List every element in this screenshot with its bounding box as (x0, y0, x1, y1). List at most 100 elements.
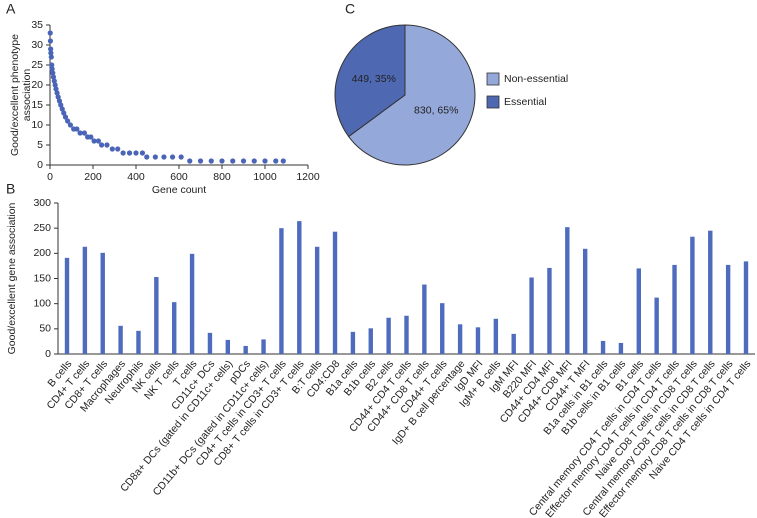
bar (457, 324, 463, 354)
x-tick-label: 0 (47, 171, 53, 183)
panel-letter: C (345, 1, 355, 17)
bar (64, 257, 70, 354)
bar (743, 261, 749, 354)
legend-label: Essential (504, 96, 547, 108)
y-tick-label: 250 (33, 222, 51, 234)
y-tick-label: 100 (33, 297, 51, 309)
point (54, 90, 60, 96)
legend-swatch (486, 95, 500, 109)
y-tick-label: 25 (31, 59, 43, 71)
bar (440, 303, 445, 354)
point (58, 102, 64, 108)
point (50, 74, 57, 80)
bar (386, 317, 391, 354)
point (56, 98, 63, 104)
x-tick-label: 400 (127, 171, 145, 183)
bar (100, 252, 105, 354)
point (133, 150, 139, 156)
point (240, 158, 247, 164)
bar (582, 248, 588, 354)
x-tick-label: 600 (170, 171, 188, 183)
y-tick-label: 200 (33, 247, 51, 259)
point (251, 158, 257, 164)
panel-letter: B (6, 181, 15, 197)
x-tick-label: 800 (213, 171, 231, 183)
point (197, 158, 204, 164)
bar (636, 268, 641, 354)
bar (654, 297, 659, 354)
x-tick-label: 1200 (296, 171, 320, 183)
bar (529, 277, 534, 354)
pie-slice (334, 24, 406, 138)
bar (368, 328, 373, 354)
bar (600, 340, 606, 354)
point (126, 150, 133, 156)
y-tick-label: 5 (37, 139, 43, 151)
point (55, 94, 61, 100)
y-axis-label: Good/excellent gene association (6, 202, 18, 354)
point (178, 154, 184, 160)
point (49, 66, 55, 72)
point (262, 158, 268, 164)
y-axis-label: association (21, 69, 33, 122)
point (51, 78, 57, 84)
y-tick-label: 20 (31, 79, 43, 91)
bar (725, 264, 731, 354)
point (187, 158, 193, 164)
y-tick-label: 300 (33, 197, 51, 209)
bar (404, 315, 409, 354)
pie-slice (347, 24, 476, 166)
y-tick-label: 150 (33, 272, 51, 284)
legend-label: Non-essential (504, 73, 568, 85)
bar (297, 221, 302, 354)
point (48, 46, 54, 52)
bar (618, 342, 624, 354)
bar (547, 267, 552, 354)
y-tick-label: 15 (31, 99, 43, 111)
bar (154, 276, 159, 354)
point (52, 82, 58, 88)
point (139, 150, 146, 156)
point (230, 158, 236, 164)
bar (279, 228, 284, 354)
point (109, 146, 115, 152)
bar (189, 253, 195, 354)
slice-label: 830, 65% (414, 105, 458, 117)
point (81, 130, 87, 136)
point (144, 154, 150, 160)
point (62, 114, 69, 120)
bar (82, 246, 88, 354)
point (74, 126, 80, 132)
y-tick-label: 35 (31, 19, 43, 31)
point (88, 134, 94, 140)
point (273, 158, 279, 164)
point (120, 150, 126, 156)
slice-label: 449, 35% (352, 73, 396, 85)
point (104, 142, 110, 148)
point (49, 62, 55, 68)
bar (690, 236, 695, 354)
point (169, 154, 176, 160)
bar (136, 330, 141, 354)
point (50, 70, 56, 76)
point (115, 146, 121, 152)
bar (565, 227, 570, 354)
point (280, 158, 286, 164)
y-axis-label: Good/excellent phenotype (9, 34, 21, 156)
point (48, 50, 54, 56)
point (47, 38, 54, 44)
x-tick-label: 200 (84, 171, 102, 183)
bar (314, 246, 320, 354)
bar (332, 231, 338, 354)
point (77, 130, 83, 136)
point (99, 142, 105, 148)
bar (243, 345, 248, 354)
y-tick-label: 10 (31, 119, 43, 131)
point (161, 154, 167, 160)
y-tick-label: 30 (31, 39, 43, 51)
point (65, 118, 71, 124)
legend-swatch (486, 72, 500, 86)
point (219, 158, 225, 164)
panel-letter: A (6, 1, 16, 17)
